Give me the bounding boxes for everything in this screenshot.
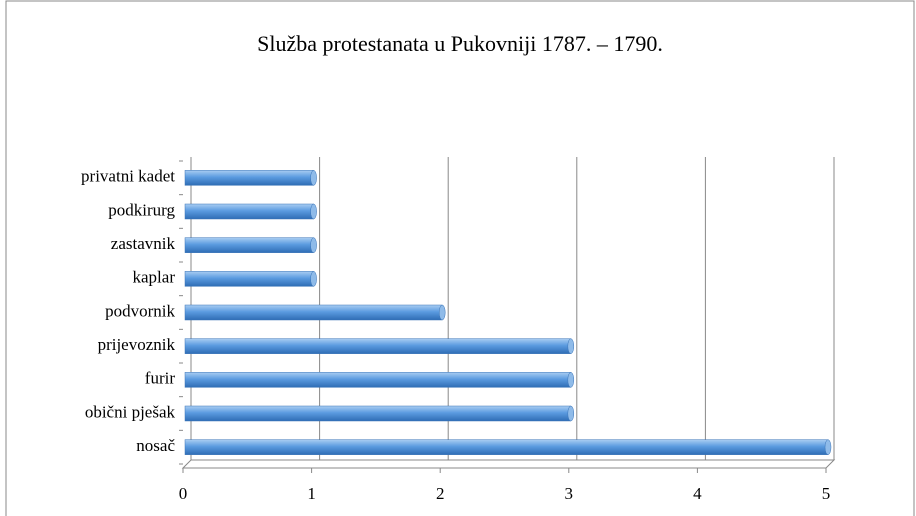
bar-end xyxy=(438,304,446,321)
y-tick-label: podkirurg xyxy=(108,200,175,219)
y-tick-label: podvornik xyxy=(105,301,175,320)
bar-end xyxy=(310,170,317,186)
x-tick-label: 3 xyxy=(565,484,574,503)
bar-end xyxy=(310,203,317,220)
y-tick-label: privatni kadet xyxy=(81,167,175,186)
floor xyxy=(181,459,836,469)
bar xyxy=(184,304,443,321)
bar xyxy=(184,405,572,422)
chart-frame xyxy=(5,0,915,516)
chart-title: Služba protestanata u Pukovniji 1787. – … xyxy=(257,31,663,56)
y-tick-label: prijevoznik xyxy=(98,335,176,354)
y-tick-label: obični pješak xyxy=(85,402,176,421)
bar-end xyxy=(310,237,317,253)
bar-end xyxy=(824,439,832,455)
bar xyxy=(184,338,572,354)
x-tick-label: 0 xyxy=(179,484,188,503)
bar-end xyxy=(310,271,317,287)
x-tick-label: 2 xyxy=(436,484,445,503)
bar xyxy=(184,439,829,455)
bar xyxy=(184,271,314,287)
bar xyxy=(184,237,314,253)
y-tick-label: zastavnik xyxy=(111,234,176,253)
y-tick-label: nosač xyxy=(136,436,175,455)
x-tick-label: 5 xyxy=(822,484,831,503)
bar-end xyxy=(567,338,575,354)
bar-end xyxy=(567,405,575,422)
x-tick-label: 4 xyxy=(693,484,702,503)
bar-end xyxy=(567,372,575,388)
y-tick-label: kaplar xyxy=(133,268,176,287)
bar xyxy=(184,203,314,220)
x-tick-label: 1 xyxy=(307,484,316,503)
bar xyxy=(184,170,314,186)
y-tick-label: furir xyxy=(145,369,176,388)
bar xyxy=(184,372,572,388)
